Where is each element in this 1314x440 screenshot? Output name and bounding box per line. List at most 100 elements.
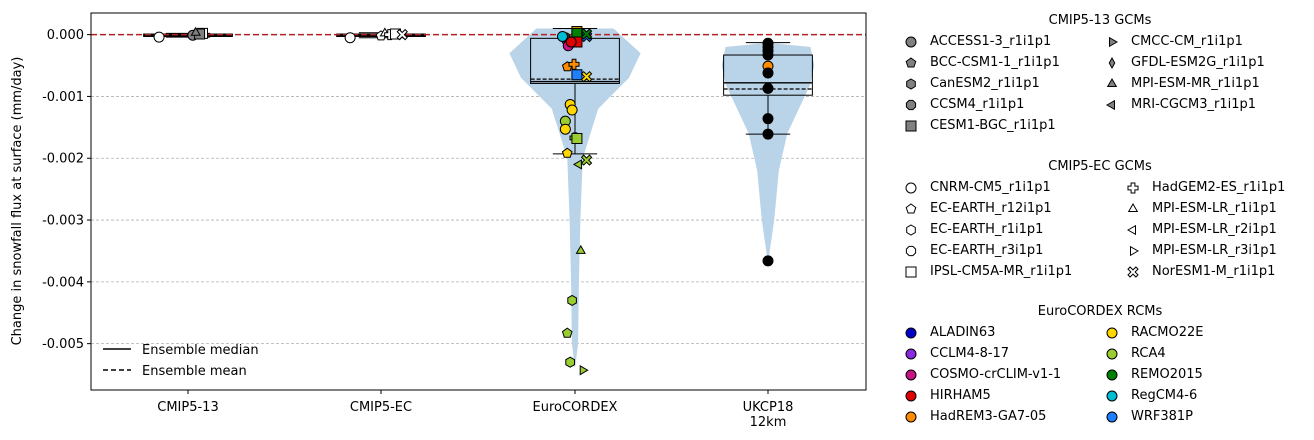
y-tick-label: -0.002 (42, 152, 84, 167)
x-marker-icon (1127, 266, 1139, 278)
marker-shape (1126, 224, 1136, 236)
legend-item-label: HadGEM2-ES_r1i1p1 (1152, 180, 1286, 195)
thin-diamond-marker-icon (1108, 56, 1116, 70)
marker-shape (1106, 327, 1118, 339)
data-point (568, 58, 580, 70)
marker-shape (905, 57, 917, 68)
legend-item: ALADIN63 (904, 324, 995, 342)
marker-shape (1109, 36, 1119, 48)
legend-item: RegCM4-6 (1105, 387, 1197, 405)
circle-marker-icon (905, 327, 917, 339)
marker-shape (1105, 99, 1115, 111)
marker-shape (906, 78, 916, 90)
legend-item-label: EC-EARTH_r12i1p1 (930, 201, 1052, 216)
circle-marker-icon (1106, 390, 1118, 402)
marker-shape (1130, 245, 1140, 257)
legend-item: EC-EARTH_r1i1p1 (904, 221, 1043, 239)
hexagon-marker-icon (906, 78, 916, 90)
octagon-marker-icon (905, 99, 917, 111)
legend-item-label: MPI-ESM-LR_r3i1p1 (1152, 243, 1277, 258)
legend-item: WRF381P (1105, 408, 1193, 426)
legend-item: MPI-ESM-LR_r3i1p1 (1126, 242, 1277, 260)
legend-item: IPSL-CM5A-MR_r1i1p1 (904, 263, 1072, 281)
data-point (153, 31, 165, 43)
legend-item: CMCC-CM_r1i1p1 (1105, 33, 1243, 51)
legend-item: CCSM4_r1i1p1 (904, 96, 1024, 114)
legend-item-label: ACCESS1-3_r1i1p1 (930, 34, 1052, 49)
marker-shape (905, 245, 917, 257)
marker-shape (905, 369, 917, 381)
data-point (190, 26, 201, 36)
violin-body (509, 28, 641, 369)
legend-median-label: Ensemble median (142, 343, 259, 358)
y-tick-label: -0.005 (42, 337, 84, 352)
marker-shape (1127, 202, 1139, 212)
data-point (571, 69, 583, 81)
data-point (565, 36, 577, 48)
circle-marker-icon (905, 348, 917, 360)
data-point (559, 123, 571, 135)
legend-item-label: RACMO22E (1131, 325, 1204, 340)
data-point (762, 255, 774, 267)
legend-title-eurocordex: EuroCORDEX RCMs (1037, 304, 1163, 319)
y-axis-label: Change in snowfall flux at surface (mm/d… (10, 57, 25, 346)
data-point (579, 365, 589, 376)
marker-shape (906, 224, 916, 236)
legend-item: MRI-CGCM3_r1i1p1 (1105, 96, 1256, 114)
legend-item: GFDL-ESM2G_r1i1p1 (1105, 54, 1265, 72)
point-layer (153, 26, 774, 376)
octagon-marker-icon (905, 245, 917, 257)
legend-item-label: WRF381P (1131, 409, 1194, 424)
hexagon-marker-icon (906, 224, 916, 236)
legend-item-label: CCSM4_r1i1p1 (930, 97, 1025, 112)
legend-item: CESM1-BGC_r1i1p1 (904, 117, 1056, 135)
legend-item: BCC-CSM1-1_r1i1p1 (904, 54, 1060, 72)
legend-item: MPI-ESM-LR_r1i1p1 (1126, 200, 1277, 218)
legend-item: REMO2015 (1105, 366, 1203, 384)
marker-shape (1106, 411, 1118, 423)
square-marker-icon (905, 266, 917, 278)
marker-shape (905, 390, 917, 402)
legend-item-label: ALADIN63 (930, 325, 996, 340)
legend-item: RACMO22E (1105, 324, 1203, 342)
x-tick-label: 12km (750, 415, 787, 430)
legend-title-cmip5ec: CMIP5-EC GCMs (1048, 159, 1152, 174)
data-point (561, 147, 573, 158)
legend-item-label: HadREM3-GA7-05 (930, 409, 1047, 424)
legend-item-label: CanESM2_r1i1p1 (930, 76, 1040, 91)
tri-right-marker-icon (1109, 36, 1119, 48)
marker-shape (1108, 56, 1116, 70)
x-tick-label: CMIP5-EC (350, 400, 412, 415)
x-tick-label: EuroCORDEX (533, 400, 618, 415)
data-point (762, 113, 774, 125)
legend-item-label: COSMO-crCLIM-v1-1 (930, 367, 1062, 382)
legend-item: MPI-ESM-MR_r1i1p1 (1105, 75, 1260, 93)
data-point (565, 356, 575, 368)
legend-item-label: CMCC-CM_r1i1p1 (1131, 34, 1243, 49)
marker-shape (905, 36, 917, 48)
y-tick-label: 0.000 (47, 28, 84, 43)
circle-marker-icon (905, 369, 917, 381)
data-point (567, 294, 577, 306)
marker-shape (905, 411, 917, 423)
data-point (571, 132, 583, 144)
marker-shape (1127, 266, 1139, 278)
data-point (344, 32, 356, 44)
circle-marker-icon (1106, 369, 1118, 381)
data-point (561, 327, 573, 338)
chart: 0.000 -0.001 -0.002 -0.003 -0.004 -0.005 CMIP5… (10, 12, 867, 430)
data-point (762, 128, 774, 140)
legend-item-label: REMO2015 (1131, 367, 1203, 382)
legend-item: CNRM-CM5_r1i1p1 (904, 179, 1051, 197)
data-point (575, 244, 586, 254)
tri-left-marker-icon (1126, 224, 1136, 236)
legend-item: RCA4 (1105, 345, 1166, 363)
legend-item: EC-EARTH_r12i1p1 (904, 200, 1052, 218)
legend-item: CCLM4-8-17 (904, 345, 1009, 363)
marker-shape (905, 99, 917, 111)
legend-item: MPI-ESM-LR_r2i1p1 (1126, 221, 1277, 239)
circle-marker-icon (1106, 411, 1118, 423)
marker-shape (1106, 369, 1118, 381)
circle-marker-icon (905, 390, 917, 402)
legend-item-label: MPI-ESM-LR_r2i1p1 (1152, 222, 1277, 237)
